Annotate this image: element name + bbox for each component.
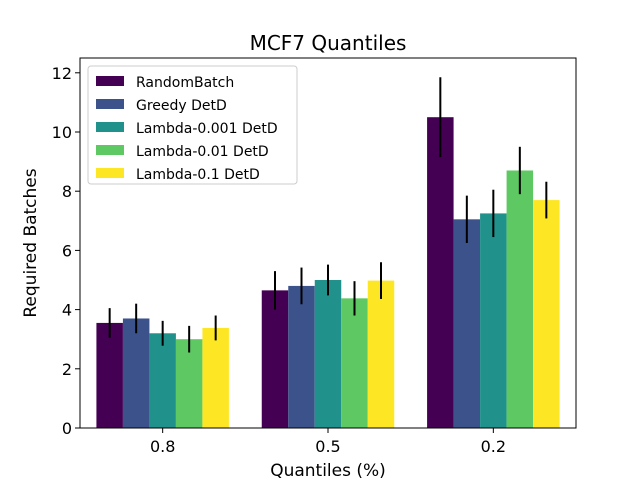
y-tick-label: 4: [62, 301, 72, 320]
y-axis-label: Required Batches: [21, 168, 41, 317]
bar: [427, 117, 454, 428]
legend-label: Lambda-0.1 DetD: [136, 167, 260, 183]
y-axis: 0 2 4 6 8 10 12: [52, 64, 80, 438]
legend-label: Lambda-0.01 DetD: [136, 144, 269, 160]
y-tick-label: 12: [52, 64, 72, 83]
bar: [341, 298, 368, 428]
legend-swatch: [96, 168, 124, 178]
legend-swatch: [96, 122, 124, 132]
bars-layer: [96, 117, 560, 429]
legend-frame: [87, 65, 298, 185]
bar: [175, 339, 203, 428]
x-tick-label: 0.5: [315, 437, 340, 456]
y-tick-label: 0: [62, 419, 72, 438]
bar: [480, 213, 507, 428]
legend-swatch: [96, 76, 124, 86]
errorbars-layer: [108, 77, 548, 353]
y-tick-label: 2: [62, 360, 72, 379]
x-axis-label: Quantiles (%): [270, 461, 386, 480]
y-tick-label: 6: [62, 241, 72, 260]
x-tick-label: 0.2: [481, 437, 506, 456]
chart-title: MCF7 Quantiles: [250, 31, 407, 55]
bar: [367, 280, 395, 428]
bar: [261, 290, 289, 428]
bar: [506, 170, 534, 429]
bar: [96, 322, 123, 428]
legend-label: Greedy DetD: [136, 98, 227, 114]
bar: [122, 318, 150, 428]
bar: [288, 285, 315, 428]
bar: [314, 280, 342, 428]
y-tick-label: 10: [52, 123, 72, 142]
legend: RandomBatch Greedy DetD Lambda-0.001 DetD L…: [87, 65, 298, 185]
legend-label: RandomBatch: [136, 75, 234, 91]
bar: [533, 200, 560, 428]
y-tick-label: 8: [62, 182, 72, 201]
bar: [202, 327, 229, 428]
bar: [149, 333, 176, 428]
legend-swatch: [96, 145, 124, 155]
x-axis: 0.8 0.5 0.2: [150, 428, 506, 456]
legend-swatch: [96, 99, 124, 109]
legend-label: Lambda-0.001 DetD: [136, 121, 278, 137]
bar: [453, 219, 481, 428]
x-tick-label: 0.8: [150, 437, 175, 456]
